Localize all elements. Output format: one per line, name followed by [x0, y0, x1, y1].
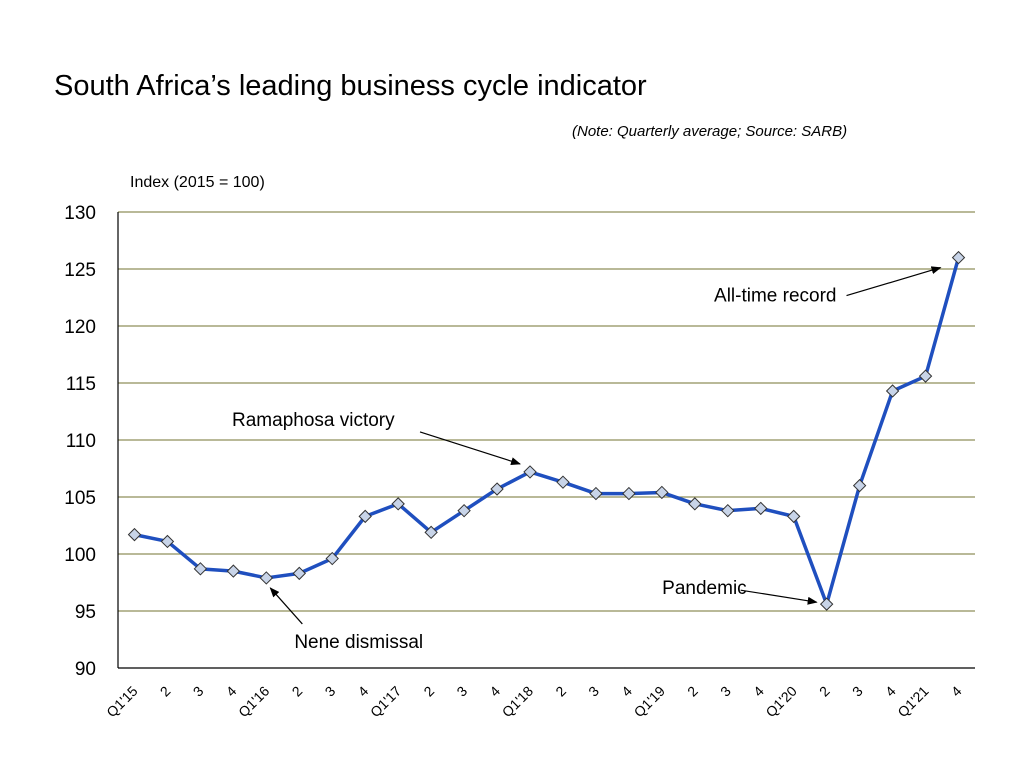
x-tick-label: Q1'16	[235, 683, 273, 721]
x-tick-label: 3	[190, 683, 207, 700]
y-tick-label: 90	[75, 659, 96, 680]
annotation-label: Nene dismissal	[294, 632, 423, 653]
data-point	[819, 597, 834, 611]
x-tick-label: 2	[157, 683, 174, 700]
annotation-arrow	[740, 589, 818, 605]
x-tick-label: 2	[816, 683, 833, 700]
x-tick-label: Q1'21	[894, 683, 932, 721]
x-tick-label: 2	[684, 683, 701, 700]
x-tick-label: 2	[552, 683, 569, 700]
x-tick-label: 4	[882, 683, 899, 700]
x-tick-labels: Q1'15 2 3 4Q1'16 2 3 4Q1'17 2 3 4Q1'18 2 3 4Q1'19 2 3 4…	[103, 683, 965, 721]
annotation-arrow	[269, 587, 303, 625]
y-tick-label: 130	[64, 203, 96, 224]
data-point	[589, 486, 603, 501]
data-point	[523, 465, 537, 479]
x-tick-label: 4	[948, 683, 965, 700]
y-tick-label: 110	[66, 431, 96, 452]
data-point	[160, 534, 175, 549]
chart-note: (Note: Quarterly average; Source: SARB)	[572, 123, 848, 140]
data-point	[424, 525, 438, 540]
annotation-label: Pandemic	[662, 578, 747, 599]
x-tick-label: 2	[289, 683, 306, 700]
data-point	[951, 250, 966, 265]
annotations: Ramaphosa victory Nene dismissal Pandemic A…	[232, 266, 942, 653]
data-point	[325, 551, 339, 566]
gridlines	[118, 211, 975, 612]
x-tick-label: 2	[420, 683, 437, 700]
data-point	[391, 497, 405, 511]
data-point	[457, 503, 471, 518]
chart-title: South Africa’s leading business cycle in…	[54, 70, 647, 102]
data-point	[885, 384, 900, 398]
x-tick-label: 3	[585, 683, 602, 700]
axes	[117, 212, 975, 669]
x-tick-label: 3	[717, 683, 734, 700]
data-point	[655, 485, 669, 500]
data-point	[292, 566, 306, 581]
y-tick-label: 95	[75, 602, 96, 623]
x-tick-label: 3	[322, 683, 339, 700]
data-point	[918, 369, 933, 383]
annotation-label: Ramaphosa victory	[232, 410, 395, 431]
x-tick-label: 3	[453, 683, 470, 700]
annotation-label: All-time record	[714, 286, 836, 307]
x-tick-label: 4	[750, 683, 767, 700]
data-point	[721, 503, 735, 518]
x-tick-label: Q1'15	[103, 683, 141, 721]
y-tick-labels: 90 95 100 105 110 115 120 125 130	[64, 203, 96, 680]
x-tick-label: 4	[486, 683, 503, 700]
x-tick-label: Q1'19	[631, 683, 669, 721]
data-point	[193, 562, 208, 576]
y-axis-label: Index (2015 = 100)	[130, 174, 265, 191]
data-point	[688, 497, 702, 511]
y-tick-label: 100	[64, 545, 96, 566]
data-point	[127, 527, 142, 542]
data-point	[556, 475, 570, 489]
series	[127, 250, 966, 611]
data-point	[787, 509, 801, 524]
annotation-arrow	[419, 431, 521, 465]
y-tick-label: 125	[64, 260, 96, 281]
x-tick-label: Q1'20	[762, 683, 800, 721]
x-tick-label: 4	[223, 683, 240, 700]
annotation-arrow	[846, 266, 942, 297]
x-tick-label: 4	[355, 683, 372, 700]
y-tick-label: 120	[64, 317, 96, 338]
data-point	[358, 509, 372, 524]
data-point	[226, 564, 241, 578]
data-point	[259, 571, 274, 585]
data-point	[622, 486, 636, 501]
x-tick-label: Q1'18	[499, 683, 537, 721]
data-point	[852, 478, 867, 493]
data-point	[754, 501, 768, 516]
x-tick-label: 3	[849, 683, 866, 700]
y-tick-label: 115	[66, 374, 96, 395]
y-tick-label: 105	[64, 488, 96, 509]
x-tick-label: 4	[618, 683, 635, 700]
x-tick-label: Q1'17	[367, 683, 405, 721]
data-point	[490, 482, 504, 496]
